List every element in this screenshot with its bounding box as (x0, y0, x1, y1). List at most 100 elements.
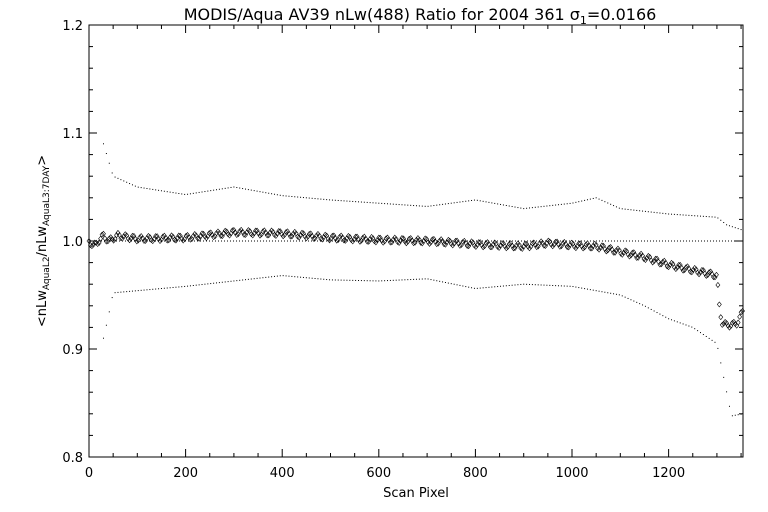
data-point (224, 281, 226, 283)
data-point (450, 242, 456, 249)
data-point (239, 187, 241, 189)
data-point (121, 233, 127, 240)
data-point (227, 232, 232, 239)
data-point (714, 271, 719, 278)
y-label-slash: / (35, 251, 50, 256)
data-point (114, 292, 116, 294)
data-point (442, 203, 444, 205)
data-point (421, 278, 423, 280)
data-point (508, 240, 514, 247)
data-point (288, 195, 290, 197)
data-point (204, 191, 206, 193)
data-point (719, 321, 725, 328)
data-point (383, 235, 389, 242)
data-point (242, 279, 244, 281)
y-axis-label: <nLwAquaL2/nLwAquaL3:7DAY> (35, 155, 52, 327)
data-point (141, 237, 147, 244)
data-point (442, 281, 444, 283)
data-point (388, 239, 393, 246)
data-point (253, 190, 255, 192)
data-point (421, 205, 423, 207)
data-point (126, 291, 128, 293)
data-point (532, 241, 538, 248)
data-point (720, 219, 722, 221)
data-point (403, 240, 409, 247)
data-point (176, 232, 182, 239)
data-point (530, 240, 535, 247)
data-point (192, 192, 194, 194)
data-point (462, 285, 464, 287)
data-point (476, 239, 482, 246)
data-point (514, 284, 516, 286)
y-label-close: > (35, 155, 50, 166)
data-point (740, 413, 742, 415)
data-point (253, 278, 255, 280)
data-point (520, 283, 522, 285)
data-point (699, 215, 701, 217)
data-point (253, 227, 259, 234)
data-point (727, 324, 732, 331)
data-point (679, 214, 681, 216)
data-point (395, 279, 397, 281)
data-point (427, 205, 429, 207)
data-point (630, 249, 635, 256)
data-point (164, 237, 170, 244)
data-point (186, 234, 192, 241)
data-point (424, 205, 426, 207)
data-point (592, 289, 594, 291)
data-point (635, 254, 641, 261)
data-point (437, 237, 443, 244)
data-point (384, 203, 386, 205)
data-point (657, 261, 663, 268)
data-point (221, 281, 223, 283)
data-point (213, 282, 215, 284)
chart-title-prefix: MODIS/Aqua AV39 nLw(488) Ratio for 2004 … (184, 5, 570, 24)
data-point (355, 201, 357, 203)
data-point (163, 287, 165, 289)
data-point (639, 303, 641, 305)
data-point (580, 245, 586, 252)
data-point (705, 271, 711, 278)
data-point (726, 391, 728, 393)
data-point (575, 286, 577, 288)
data-point (349, 279, 351, 281)
data-point (447, 282, 449, 284)
data-point (586, 288, 588, 290)
data-point (545, 237, 551, 244)
data-point (311, 277, 313, 279)
data-point (291, 196, 293, 198)
data-point (360, 280, 362, 282)
data-point (737, 228, 739, 230)
data-point (280, 233, 286, 240)
data-point (555, 285, 557, 287)
data-point (101, 230, 106, 237)
data-point (218, 282, 220, 284)
data-point (441, 241, 447, 248)
data-point (198, 284, 200, 286)
data-point (647, 307, 649, 309)
y-label-den-sub: AquaL3:7DAY (42, 165, 52, 226)
data-point (502, 204, 504, 206)
data-point (293, 230, 299, 237)
data-point (498, 242, 503, 249)
data-point (569, 202, 571, 204)
data-point (153, 233, 159, 240)
data-point (172, 192, 174, 194)
data-point (560, 203, 562, 205)
data-point (331, 232, 337, 239)
data-point (499, 240, 505, 247)
data-point (102, 143, 104, 145)
data-point (466, 243, 472, 250)
data-point (401, 279, 403, 281)
data-point (117, 177, 119, 179)
data-point (566, 244, 572, 251)
data-point (309, 233, 315, 240)
data-point (714, 341, 716, 343)
data-point (557, 243, 563, 250)
data-point (178, 193, 180, 195)
data-point (172, 286, 174, 288)
data-point (86, 238, 92, 244)
data-point (236, 280, 238, 282)
data-point (195, 192, 197, 194)
data-point (326, 199, 328, 201)
